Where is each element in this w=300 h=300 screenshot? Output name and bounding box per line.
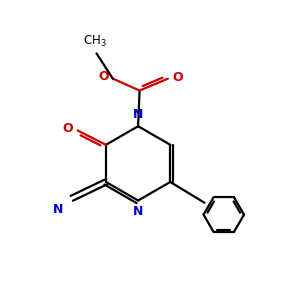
- Text: O: O: [63, 122, 73, 135]
- Text: N: N: [53, 203, 64, 216]
- Text: CH$_3$: CH$_3$: [83, 34, 107, 49]
- Text: O: O: [172, 71, 183, 84]
- Text: O: O: [99, 70, 109, 83]
- Text: N: N: [133, 109, 143, 122]
- Text: N: N: [133, 205, 143, 218]
